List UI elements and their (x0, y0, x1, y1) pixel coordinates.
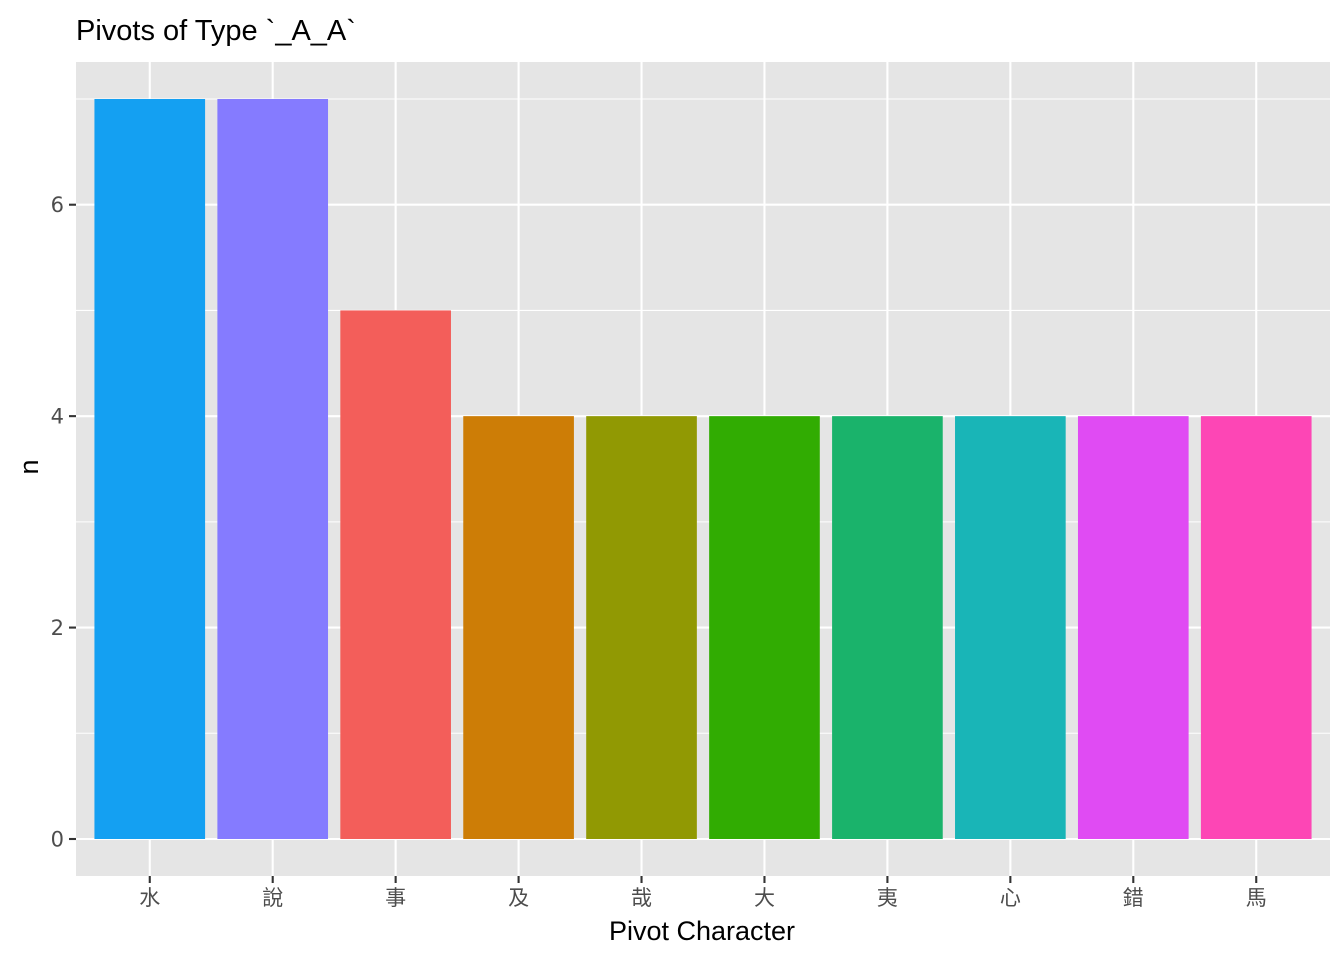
y-tick-label: 2 (51, 616, 64, 640)
x-tick-label: 水 (139, 886, 160, 910)
x-tick-label: 馬 (1246, 886, 1267, 910)
x-tick-label: 哉 (631, 886, 652, 910)
x-tick-label: 心 (1000, 886, 1021, 910)
axes: 0 2 4 6 水 說 事 及 哉 大 夷 心 錯 馬 (51, 193, 1267, 910)
bar-1 (94, 99, 206, 839)
bar-4 (463, 416, 574, 839)
x-tick-label: 夷 (877, 886, 898, 910)
chart-title: Pivots of Type `_A_A` (76, 15, 356, 47)
bar-5 (586, 416, 697, 839)
x-tick-label: 及 (508, 886, 529, 910)
bar-3 (340, 310, 451, 839)
x-axis-title: Pivot Character (609, 916, 795, 946)
y-tick-label: 0 (51, 828, 64, 852)
y-tick-label: 6 (51, 193, 64, 217)
y-tick-label: 4 (51, 405, 64, 429)
bar-9 (1077, 416, 1189, 839)
bar-2 (217, 99, 329, 839)
x-tick-label: 錯 (1123, 886, 1144, 910)
bar-6 (709, 416, 820, 839)
bar-10 (1200, 416, 1312, 839)
bar-8 (955, 416, 1066, 839)
bar-7 (832, 416, 943, 839)
x-tick-label: 大 (754, 886, 775, 910)
x-tick-label: 說 (262, 886, 283, 910)
bars (94, 99, 1312, 839)
y-axis-title: n (14, 459, 44, 474)
x-tick-label: 事 (385, 886, 406, 910)
